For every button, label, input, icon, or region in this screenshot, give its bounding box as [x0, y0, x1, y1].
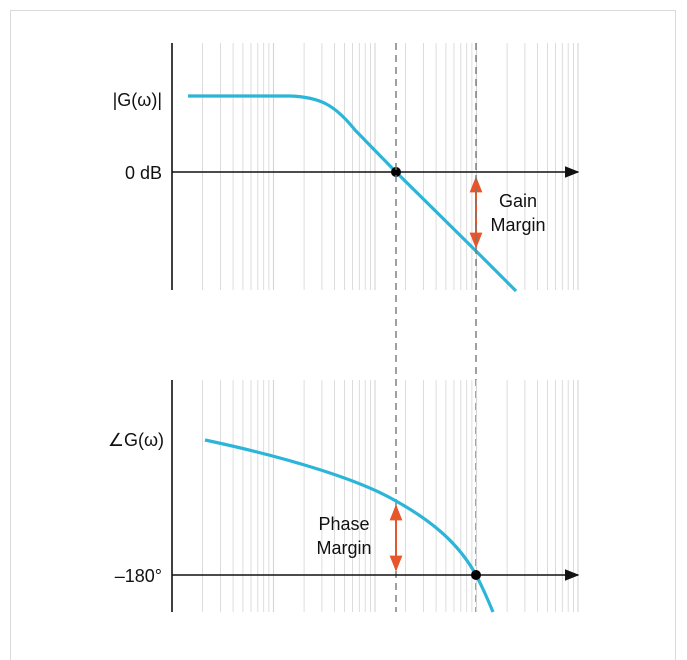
phase-crossover-marker [471, 570, 481, 580]
phase-grid [171, 380, 579, 612]
phase-label: ∠G(ω) [108, 430, 164, 450]
magnitude-label: |G(ω)| [113, 90, 162, 110]
zero-db-label: 0 dB [125, 163, 162, 183]
phase-panel: ∠G(ω) –180° Phase Margin [108, 380, 580, 613]
gain-margin-label-line2: Margin [490, 215, 545, 235]
minus-180-label: –180° [115, 566, 162, 586]
gain-margin-label-line1: Gain [499, 191, 537, 211]
gain-crossover-marker [391, 167, 401, 177]
magnitude-curve [188, 94, 518, 293]
phase-margin-label-line2: Margin [316, 538, 371, 558]
figure-frame [10, 10, 676, 660]
phase-margin-label-line1: Phase [318, 514, 369, 534]
phase-curve [204, 438, 495, 613]
magnitude-panel: |G(ω)| 0 dB Gain Margin [113, 43, 580, 293]
magnitude-grid [171, 43, 579, 290]
